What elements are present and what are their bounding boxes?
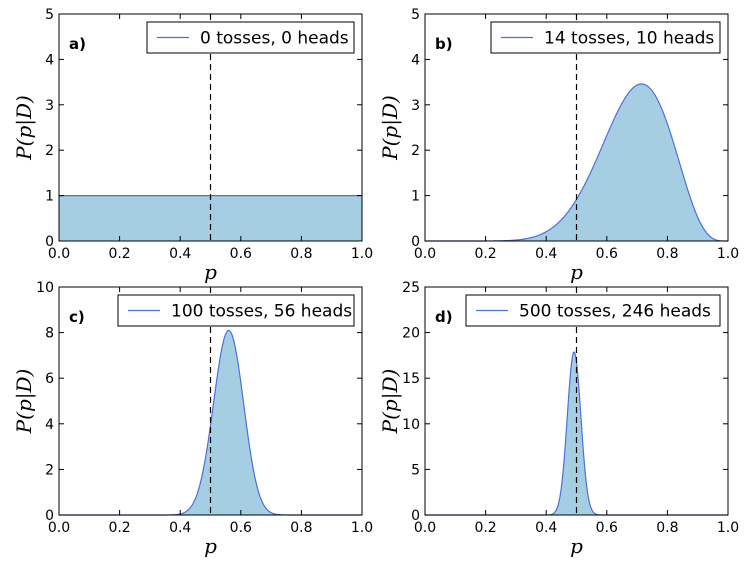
y-tick-label-c: 8 — [45, 326, 54, 342]
axes-frame-c — [58, 286, 363, 516]
x-tick-label-d: 0.2 — [474, 520, 496, 536]
y-tick-label-d: 10 — [402, 417, 420, 433]
panel-label-b: b) — [435, 35, 453, 53]
y-tick-label-d: 20 — [402, 326, 420, 342]
y-tick-label-c: 0 — [45, 508, 54, 524]
x-tick-label-a: 0.8 — [290, 246, 312, 262]
y-tick-label-a: 1 — [45, 189, 54, 205]
x-tick-label-a: 0.0 — [48, 246, 70, 262]
x-tick-label-c: 0.4 — [169, 520, 191, 536]
x-tick-label-b: 0.8 — [656, 246, 678, 262]
legend-box-d — [465, 294, 721, 327]
x-tick-label-c: 1.0 — [351, 520, 373, 536]
y-axis-label-b: P(p|D) — [378, 95, 403, 161]
y-tick-label-b: 5 — [411, 7, 420, 23]
x-tick-label-b: 0.0 — [414, 246, 436, 262]
x-tick-label-a: 0.2 — [108, 246, 130, 262]
axes-frame-b — [424, 13, 729, 242]
x-tick-label-d: 0.4 — [535, 520, 557, 536]
y-tick-label-a: 2 — [45, 143, 54, 159]
panel-label-a: a) — [69, 35, 86, 53]
y-tick-label-b: 2 — [411, 143, 420, 159]
legend-b: 14 tosses, 10 heads — [490, 21, 721, 54]
y-tick-label-b: 4 — [411, 52, 420, 68]
x-axis-label-c: p — [204, 534, 217, 558]
y-tick-label-c: 6 — [45, 371, 54, 387]
x-axis-label-a: p — [204, 260, 217, 284]
y-tick-label-b: 0 — [411, 234, 420, 250]
x-tick-label-d: 0.6 — [596, 520, 618, 536]
x-tick-label-c: 0.0 — [48, 520, 70, 536]
y-tick-label-d: 25 — [402, 280, 420, 296]
panel-d: 0.0 0.2 0.4 0.6 0.8 1.0 0 5 10 15 20 25 p P(p|D) d) 500… — [378, 280, 739, 558]
legend-entry-d: 500 tosses, 246 heads — [519, 302, 711, 322]
y-axis-label-c: P(p|D) — [12, 369, 37, 435]
legend-entry-b: 14 tosses, 10 heads — [544, 29, 714, 49]
y-tick-label-d: 15 — [402, 371, 420, 387]
y-tick-label-a: 5 — [45, 7, 54, 23]
legend-entry-c: 100 tosses, 56 heads — [171, 302, 352, 322]
panel-b: 0.0 0.2 0.4 0.6 0.8 1.0 0 1 2 3 4 5 p P(p|D) b) 14 toss… — [378, 7, 739, 284]
y-tick-label-a: 0 — [45, 234, 54, 250]
y-tick-label-d: 5 — [411, 462, 420, 478]
panel-c: 0.0 0.2 0.4 0.6 0.8 1.0 0 2 4 6 8 10 p P(p|D) c) 100 to… — [12, 280, 373, 558]
y-tick-label-c: 2 — [45, 462, 54, 478]
x-tick-label-c: 0.2 — [108, 520, 130, 536]
y-tick-label-c: 10 — [36, 280, 54, 296]
y-tick-label-a: 4 — [45, 52, 54, 68]
x-tick-label-a: 0.4 — [169, 246, 191, 262]
panel-label-c: c) — [69, 308, 85, 326]
x-axis-label-b: p — [570, 260, 583, 284]
y-axis-label-a: P(p|D) — [12, 95, 37, 161]
x-tick-label-b: 1.0 — [717, 246, 739, 262]
series-fill-b — [425, 83, 728, 242]
legend-c: 100 tosses, 56 heads — [117, 294, 355, 327]
legend-a: 0 tosses, 0 heads — [146, 21, 355, 54]
y-tick-label-b: 1 — [411, 189, 420, 205]
axes-frame-d — [424, 286, 729, 516]
panel-a: 0.0 0.2 0.4 0.6 0.8 1.0 0 1 2 3 4 5 p P(p|D) a) 0 tosse… — [12, 7, 373, 284]
x-axis-label-d: p — [570, 534, 583, 558]
y-tick-label-b: 3 — [411, 98, 420, 114]
axes-frame-a — [58, 13, 363, 242]
legend-entry-a: 0 tosses, 0 heads — [200, 29, 349, 49]
y-tick-label-d: 0 — [411, 508, 420, 524]
x-tick-label-b: 0.6 — [596, 246, 618, 262]
y-axis-label-d: P(p|D) — [378, 369, 403, 435]
x-tick-label-c: 0.6 — [230, 520, 252, 536]
x-tick-label-d: 0.0 — [414, 520, 436, 536]
x-tick-label-d: 0.8 — [656, 520, 678, 536]
y-tick-label-c: 4 — [45, 417, 54, 433]
x-tick-label-b: 0.4 — [535, 246, 557, 262]
series-fill-d — [425, 352, 728, 515]
x-tick-label-a: 0.6 — [230, 246, 252, 262]
legend-d: 500 tosses, 246 heads — [465, 294, 721, 327]
x-tick-label-b: 0.2 — [474, 246, 496, 262]
x-tick-label-c: 0.8 — [290, 520, 312, 536]
y-tick-label-a: 3 — [45, 98, 54, 114]
x-tick-label-a: 1.0 — [351, 246, 373, 262]
x-tick-label-d: 1.0 — [717, 520, 739, 536]
panel-label-d: d) — [435, 308, 453, 326]
